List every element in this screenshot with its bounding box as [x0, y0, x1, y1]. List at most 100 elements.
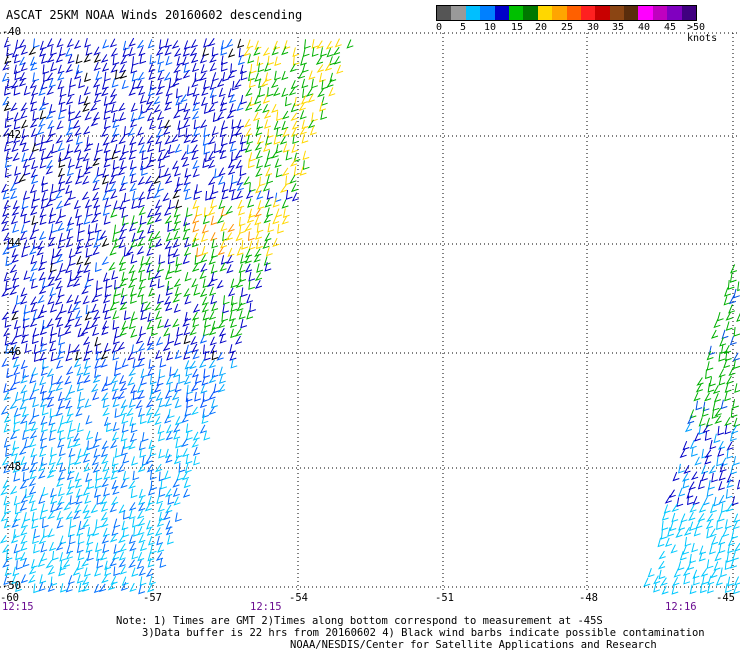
wind-barb — [3, 391, 11, 401]
wind-barb — [122, 509, 130, 520]
wind-barb — [119, 55, 128, 65]
wind-barb — [727, 576, 735, 587]
wind-barb — [56, 423, 64, 434]
wind-barb — [156, 182, 164, 192]
wind-barb — [64, 319, 72, 329]
wind-barb — [184, 360, 192, 370]
wind-barb — [93, 583, 101, 594]
wind-barb — [165, 302, 173, 312]
wind-barb — [123, 126, 131, 136]
wind-barb — [23, 166, 31, 176]
wind-barb — [77, 168, 85, 179]
wind-barb — [246, 310, 254, 320]
wind-barb — [229, 311, 236, 322]
wind-barb — [127, 279, 136, 289]
wind-barb — [707, 575, 715, 586]
wind-barb — [211, 72, 219, 82]
wind-barb — [48, 126, 56, 137]
wind-barb — [256, 119, 264, 130]
wind-barb — [184, 311, 192, 322]
wind-barb — [129, 542, 137, 552]
wind-barb — [311, 39, 319, 49]
wind-barb — [334, 38, 342, 48]
wind-barb — [138, 46, 146, 57]
wind-barb — [80, 326, 89, 336]
wind-barb — [119, 223, 127, 233]
lon-label-48: -48 — [579, 592, 598, 604]
wind-barb — [140, 255, 148, 266]
wind-barb — [3, 101, 11, 112]
wind-barb — [148, 287, 156, 297]
wind-barb — [130, 173, 138, 184]
wind-barb — [661, 585, 669, 595]
wind-barb — [57, 239, 65, 249]
wind-barb — [725, 321, 733, 331]
wind-barb — [0, 535, 8, 544]
wind-barb — [48, 431, 56, 441]
wind-barb — [130, 112, 138, 122]
wind-barb — [175, 448, 183, 459]
wind-barb — [254, 103, 262, 113]
wind-barb — [189, 47, 197, 57]
wind-barb — [201, 245, 209, 256]
wind-barb — [99, 495, 108, 505]
wind-barb — [307, 93, 315, 103]
wind-barb — [254, 72, 262, 82]
wind-barb — [284, 96, 292, 107]
wind-barb — [216, 215, 224, 224]
wind-barb — [147, 495, 155, 506]
wind-barb — [185, 423, 193, 434]
wind-barb — [153, 231, 161, 240]
wind-barb — [320, 47, 327, 57]
wind-barb — [173, 183, 182, 193]
wind-barb — [111, 526, 119, 536]
lon-label-54: -54 — [289, 592, 308, 604]
wind-barb — [109, 533, 118, 543]
wind-barb — [677, 561, 685, 571]
wind-barb — [11, 248, 19, 258]
wind-barb — [158, 448, 166, 459]
wind-barb — [6, 368, 13, 378]
wind-barb — [15, 550, 22, 561]
wind-barb — [20, 541, 28, 552]
wind-barb — [254, 208, 262, 218]
wind-barb — [304, 39, 311, 50]
wind-barb — [154, 238, 163, 248]
wind-barb — [75, 495, 83, 505]
legend-swatch — [580, 6, 596, 20]
wind-barb — [183, 222, 191, 232]
wind-barb — [146, 112, 155, 122]
wind-barb — [721, 329, 729, 340]
wind-barb — [41, 486, 49, 497]
wind-barb — [166, 535, 174, 545]
wind-barb — [119, 382, 127, 392]
wind-barb — [263, 256, 271, 266]
wind-barb — [121, 144, 129, 155]
wind-barb — [661, 520, 669, 531]
wind-barb — [214, 168, 221, 179]
wind-barb — [326, 79, 334, 88]
wind-barb — [112, 320, 120, 330]
wind-barb — [74, 318, 82, 328]
wind-barb — [202, 408, 209, 419]
wind-barb — [235, 190, 243, 200]
wind-barb — [172, 478, 180, 488]
wind-barb — [715, 576, 723, 586]
wind-barb — [192, 199, 200, 210]
wind-barb — [175, 96, 183, 106]
wind-barb — [220, 55, 228, 66]
wind-barb — [46, 398, 54, 408]
wind-barb — [59, 87, 67, 98]
wind-barb — [193, 119, 201, 130]
wind-barb — [72, 278, 81, 287]
wind-barb — [34, 136, 41, 147]
wind-barb — [30, 254, 38, 265]
wind-barb — [690, 471, 699, 481]
wind-barb — [332, 46, 341, 56]
wind-barb — [148, 359, 156, 369]
wind-barb — [39, 141, 47, 152]
wind-barb — [182, 448, 190, 458]
wind-barb — [41, 278, 49, 289]
wind-barb — [138, 144, 146, 154]
wind-barb — [101, 440, 109, 450]
